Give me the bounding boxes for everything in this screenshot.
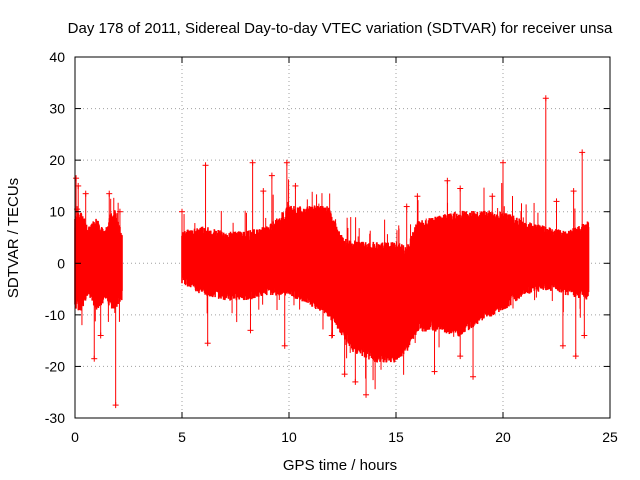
y-tick-label: -30: [45, 410, 65, 426]
x-tick-labels: 0 5 10 15 20 25: [71, 429, 618, 445]
chart-title: Day 178 of 2011, Sidereal Day-to-day VTE…: [68, 20, 613, 37]
x-tick-label: 25: [602, 429, 618, 445]
ticks: [74, 56, 611, 419]
plot-frame: [74, 56, 611, 419]
x-tick-label: 5: [178, 429, 186, 445]
x-tick-label: 10: [281, 429, 297, 445]
y-tick-labels: -30 -20 -10 0 10 20 30 40: [45, 49, 65, 426]
y-tick-label: -10: [45, 307, 65, 323]
y-tick-label: 0: [57, 255, 65, 271]
y-tick-label: 30: [49, 101, 65, 117]
x-tick-label: 0: [71, 429, 79, 445]
y-tick-label: -20: [45, 358, 65, 374]
y-tick-label: 40: [49, 49, 65, 65]
x-tick-label: 20: [495, 429, 511, 445]
x-tick-label: 15: [388, 429, 404, 445]
y-tick-label: 20: [49, 152, 65, 168]
x-axis-label: GPS time / hours: [283, 457, 397, 474]
data-layer: [73, 95, 590, 409]
y-axis-label: SDTVAR / TECUs: [5, 178, 22, 298]
y-tick-label: 10: [49, 204, 65, 220]
